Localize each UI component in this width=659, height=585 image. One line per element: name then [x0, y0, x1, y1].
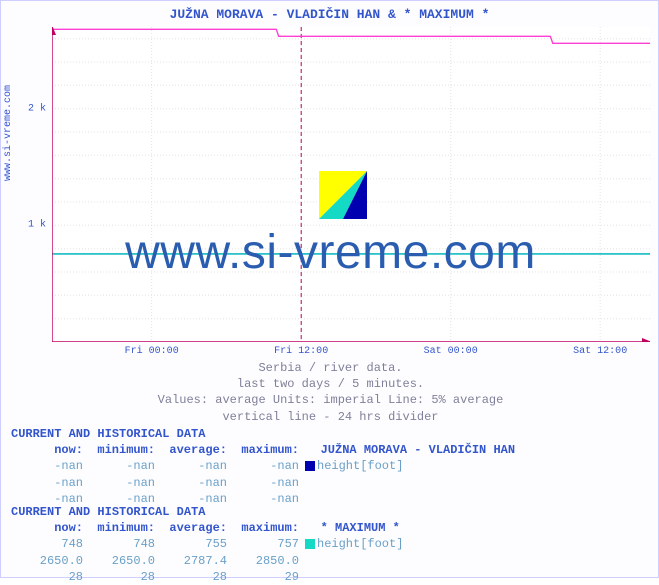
- table-row: 28282829: [11, 569, 403, 585]
- table-cell: -nan: [11, 475, 83, 491]
- table-header-row: now:minimum:average:maximum: JUŽNA MORAV…: [11, 442, 515, 458]
- table-cell: -nan: [227, 458, 299, 474]
- table-heading: CURRENT AND HISTORICAL DATA: [11, 504, 403, 520]
- table-col-header: maximum:: [227, 520, 299, 536]
- table-cell: 29: [227, 569, 299, 585]
- table-row: -nan-nan-nan-nanheight[foot]: [11, 458, 515, 474]
- table-col-header: average:: [155, 520, 227, 536]
- y-tick-label: 1 k: [28, 220, 46, 231]
- chart-area: 1 k2 k Fri 00:00Fri 12:00Sat 00:00Sat 12…: [52, 27, 650, 342]
- table-cell: -nan: [83, 458, 155, 474]
- y-axis-label: www.si-vreme.com: [3, 85, 14, 181]
- table-col-header: average:: [155, 442, 227, 458]
- table-col-header: minimum:: [83, 442, 155, 458]
- table-col-header: maximum:: [227, 442, 299, 458]
- table-cell: 28: [83, 569, 155, 585]
- table-cell: 748: [83, 536, 155, 552]
- table-row: 2650.02650.02787.42850.0: [11, 553, 403, 569]
- table-cell: -nan: [155, 458, 227, 474]
- center-decoration-icon: [319, 171, 367, 219]
- table-header-row: now:minimum:average:maximum: * MAXIMUM *: [11, 520, 403, 536]
- series-name: * MAXIMUM *: [321, 521, 400, 535]
- subtitle-line: last two days / 5 minutes.: [1, 376, 659, 392]
- table-cell: -nan: [11, 458, 83, 474]
- subtitle-block: Serbia / river data. last two days / 5 m…: [1, 360, 659, 425]
- chart-title: JUŽNA MORAVA - VLADIČIN HAN & * MAXIMUM …: [1, 1, 658, 22]
- table-cell: 748: [11, 536, 83, 552]
- series-name: JUŽNA MORAVA - VLADIČIN HAN: [321, 443, 515, 457]
- table-cell: -nan: [155, 475, 227, 491]
- table-cell: 2650.0: [11, 553, 83, 569]
- subtitle-line: Values: average Units: imperial Line: 5%…: [1, 392, 659, 408]
- table-cell: 2850.0: [227, 553, 299, 569]
- unit-label: height[foot]: [317, 536, 403, 552]
- table-col-header: now:: [11, 442, 83, 458]
- table-col-header: now:: [11, 520, 83, 536]
- x-tick-label: Sat 12:00: [573, 346, 627, 357]
- table-cell: 757: [227, 536, 299, 552]
- figure-container: JUŽNA MORAVA - VLADIČIN HAN & * MAXIMUM …: [0, 0, 659, 578]
- x-tick-label: Fri 00:00: [125, 346, 179, 357]
- legend-swatch-icon: [305, 461, 315, 471]
- table-row: 748748755757height[foot]: [11, 536, 403, 552]
- legend-swatch-icon: [305, 539, 315, 549]
- subtitle-line: Serbia / river data.: [1, 360, 659, 376]
- table-col-header: minimum:: [83, 520, 155, 536]
- data-block-1: CURRENT AND HISTORICAL DATAnow:minimum:a…: [11, 426, 515, 507]
- table-cell: 28: [11, 569, 83, 585]
- table-heading: CURRENT AND HISTORICAL DATA: [11, 426, 515, 442]
- unit-label: height[foot]: [317, 458, 403, 474]
- subtitle-line: vertical line - 24 hrs divider: [1, 409, 659, 425]
- table-cell: -nan: [83, 475, 155, 491]
- table-cell: 28: [155, 569, 227, 585]
- y-tick-label: 2 k: [28, 103, 46, 114]
- table-row: -nan-nan-nan-nan: [11, 475, 515, 491]
- x-tick-label: Sat 00:00: [424, 346, 478, 357]
- table-cell: 2787.4: [155, 553, 227, 569]
- x-tick-label: Fri 12:00: [274, 346, 328, 357]
- table-cell: 755: [155, 536, 227, 552]
- data-block-2: CURRENT AND HISTORICAL DATAnow:minimum:a…: [11, 504, 403, 585]
- table-cell: 2650.0: [83, 553, 155, 569]
- table-cell: -nan: [227, 475, 299, 491]
